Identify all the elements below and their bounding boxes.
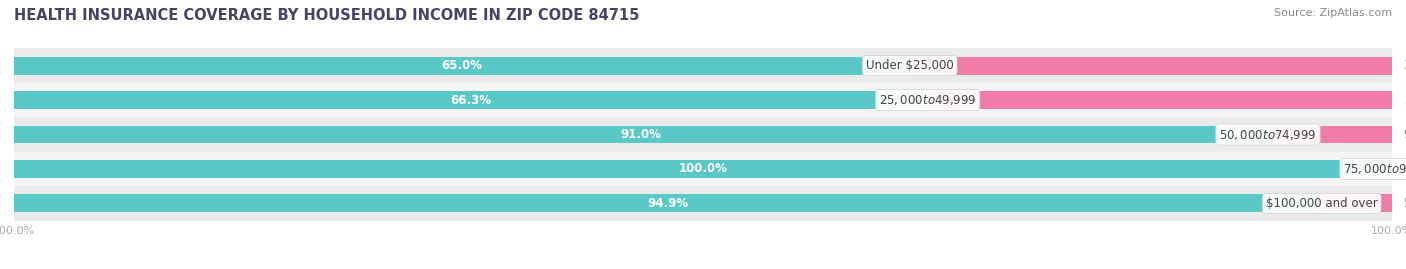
Bar [14, 117, 1392, 152]
Bar [14, 126, 1268, 143]
Bar [14, 152, 1392, 186]
Text: Source: ZipAtlas.com: Source: ZipAtlas.com [1274, 8, 1392, 18]
Bar [1268, 126, 1392, 143]
Text: Under $25,000: Under $25,000 [866, 59, 953, 72]
Bar [14, 186, 1392, 221]
Text: 9.0%: 9.0% [1403, 128, 1406, 141]
Bar [14, 91, 928, 109]
Text: 35.0%: 35.0% [1403, 59, 1406, 72]
Bar [928, 91, 1393, 109]
Text: 0.0%: 0.0% [1403, 162, 1406, 175]
Bar [14, 194, 1322, 212]
Text: 5.1%: 5.1% [1403, 197, 1406, 210]
Text: HEALTH INSURANCE COVERAGE BY HOUSEHOLD INCOME IN ZIP CODE 84715: HEALTH INSURANCE COVERAGE BY HOUSEHOLD I… [14, 8, 640, 23]
Bar [14, 160, 1392, 178]
Text: 91.0%: 91.0% [620, 128, 661, 141]
Text: 94.9%: 94.9% [647, 197, 689, 210]
Bar [14, 57, 910, 75]
Bar [910, 57, 1392, 75]
Text: $100,000 and over: $100,000 and over [1265, 197, 1378, 210]
Bar [14, 83, 1392, 117]
Text: $75,000 to $99,999: $75,000 to $99,999 [1343, 162, 1406, 176]
Text: $25,000 to $49,999: $25,000 to $49,999 [879, 93, 976, 107]
Text: 65.0%: 65.0% [441, 59, 482, 72]
Text: 100.0%: 100.0% [679, 162, 727, 175]
Bar [1322, 194, 1392, 212]
Bar [14, 48, 1392, 83]
Text: 33.8%: 33.8% [1405, 94, 1406, 107]
Text: 66.3%: 66.3% [450, 94, 491, 107]
Text: $50,000 to $74,999: $50,000 to $74,999 [1219, 128, 1316, 141]
